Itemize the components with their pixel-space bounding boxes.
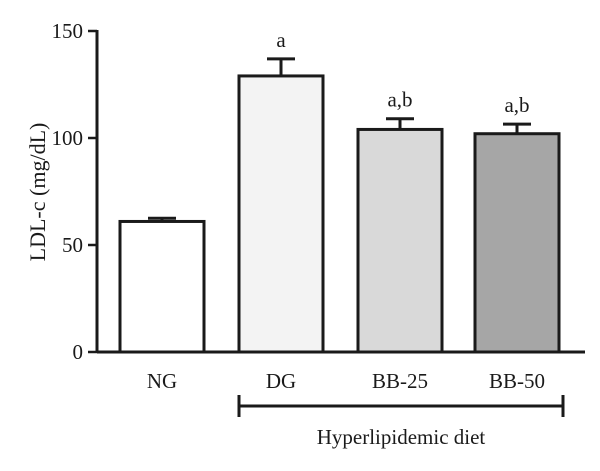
- y-tick-label-0: 0: [73, 340, 84, 364]
- x-tick-label-dg: DG: [266, 369, 296, 393]
- x-tick-label-bb-50: BB-50: [489, 369, 545, 393]
- bar-dg: [237, 74, 325, 354]
- y-tick-label-100: 100: [52, 126, 84, 150]
- group-label: Hyperlipidemic diet: [317, 425, 486, 449]
- x-tick-label-ng: NG: [147, 369, 177, 393]
- y-tick-label-50: 50: [62, 233, 83, 257]
- x-axis: NG DG BB-25 BB-50: [97, 350, 585, 393]
- bars: a a,b a,b: [118, 28, 561, 354]
- x-tick-label-bb-25: BB-25: [372, 369, 428, 393]
- group-bracket: Hyperlipidemic diet: [237, 395, 565, 449]
- bar-bb-25: [356, 127, 444, 354]
- bar-ng: [118, 219, 206, 354]
- annotation-dg: a: [276, 28, 286, 52]
- y-axis-title: LDL-c (mg/dL): [25, 123, 50, 262]
- annotation-bb-50: a,b: [504, 93, 529, 117]
- y-axis: 0 50 100 150: [52, 19, 99, 364]
- y-tick-label-150: 150: [52, 19, 84, 43]
- annotation-bb-25: a,b: [387, 88, 412, 112]
- bar-bb-50: [473, 132, 561, 354]
